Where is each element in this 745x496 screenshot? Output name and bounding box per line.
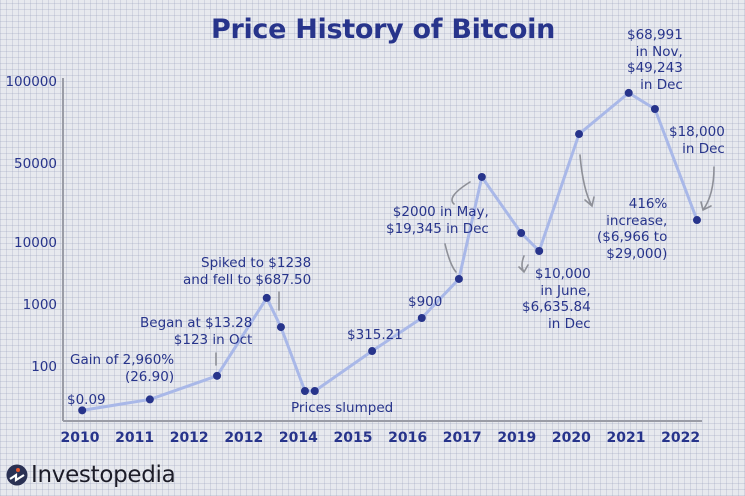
annotation-18000: $18,000 in Dec	[669, 124, 725, 157]
annotation-spiked: Spiked to $1238 and fell to $687.50	[183, 255, 312, 288]
data-point	[535, 246, 544, 255]
y-tick-label: 10000	[14, 235, 57, 251]
y-tick-label: 1000	[22, 297, 57, 313]
data-point	[454, 274, 463, 283]
annotation-arrows	[215, 154, 715, 366]
annotation-slumped: Prices slumped	[291, 400, 394, 416]
x-tick-label: 2012	[169, 430, 209, 446]
y-tick-label: 100	[31, 359, 57, 375]
y-tick-label: 100000	[5, 74, 57, 90]
x-tick-label: 2012	[224, 430, 264, 446]
annotation-416: 416% increase, ($6,966 to $29,000)	[597, 196, 668, 262]
x-tick-label: 2021	[606, 430, 646, 446]
annotation-10000: $10,000 in June, $6,635.84 in Dec	[522, 266, 591, 332]
data-point	[300, 387, 309, 396]
y-tick-label: 50000	[14, 156, 57, 172]
annotation-68991: $68,991 in Nov, $49,243 in Dec	[627, 27, 683, 93]
x-tick-label: 2016	[388, 430, 428, 446]
x-tick-label: 2010	[60, 430, 100, 446]
annotation-315: $315.21	[347, 327, 403, 343]
x-tick-label: 2017	[442, 430, 482, 446]
data-point	[310, 387, 319, 396]
data-point	[145, 395, 154, 404]
data-point	[517, 229, 526, 238]
data-point	[276, 323, 285, 332]
data-point	[417, 314, 426, 323]
p18000-arrow	[700, 166, 715, 212]
logo-text: Investopedia	[31, 462, 176, 488]
data-point	[368, 347, 377, 356]
x-tick-label: 2014	[278, 430, 318, 446]
data-point	[650, 104, 659, 113]
x-tick-label: 2019	[497, 430, 537, 446]
data-point	[575, 130, 584, 139]
p416-arrow	[579, 154, 595, 208]
investopedia-logo: Investopedia	[6, 462, 176, 488]
p2000-arc-arrow	[444, 181, 471, 273]
data-point	[78, 406, 87, 415]
annotation-began: Began at $13.28 $123 in Oct	[140, 315, 253, 348]
annotation-900: $900	[408, 294, 443, 310]
chart-title: Price History of Bitcoin	[210, 14, 556, 45]
x-tick-label: 2022	[661, 430, 701, 446]
x-tick-label: 2015	[333, 430, 373, 446]
x-tick-label: 2011	[115, 430, 155, 446]
annotation-2010: $0.09	[67, 392, 106, 408]
price-markers	[78, 88, 701, 415]
data-point	[213, 371, 222, 380]
annotation-2000: $2000 in May, $19,345 in Dec	[386, 204, 489, 237]
data-point	[692, 216, 701, 225]
annotation-gain: Gain of 2,960% (26.90)	[70, 352, 175, 385]
data-point	[262, 293, 271, 302]
p10000-arrow	[518, 255, 529, 274]
investopedia-logo-icon	[6, 464, 28, 486]
x-tick-label: 2020	[551, 430, 591, 446]
data-point	[477, 172, 486, 181]
data-point	[624, 88, 633, 97]
